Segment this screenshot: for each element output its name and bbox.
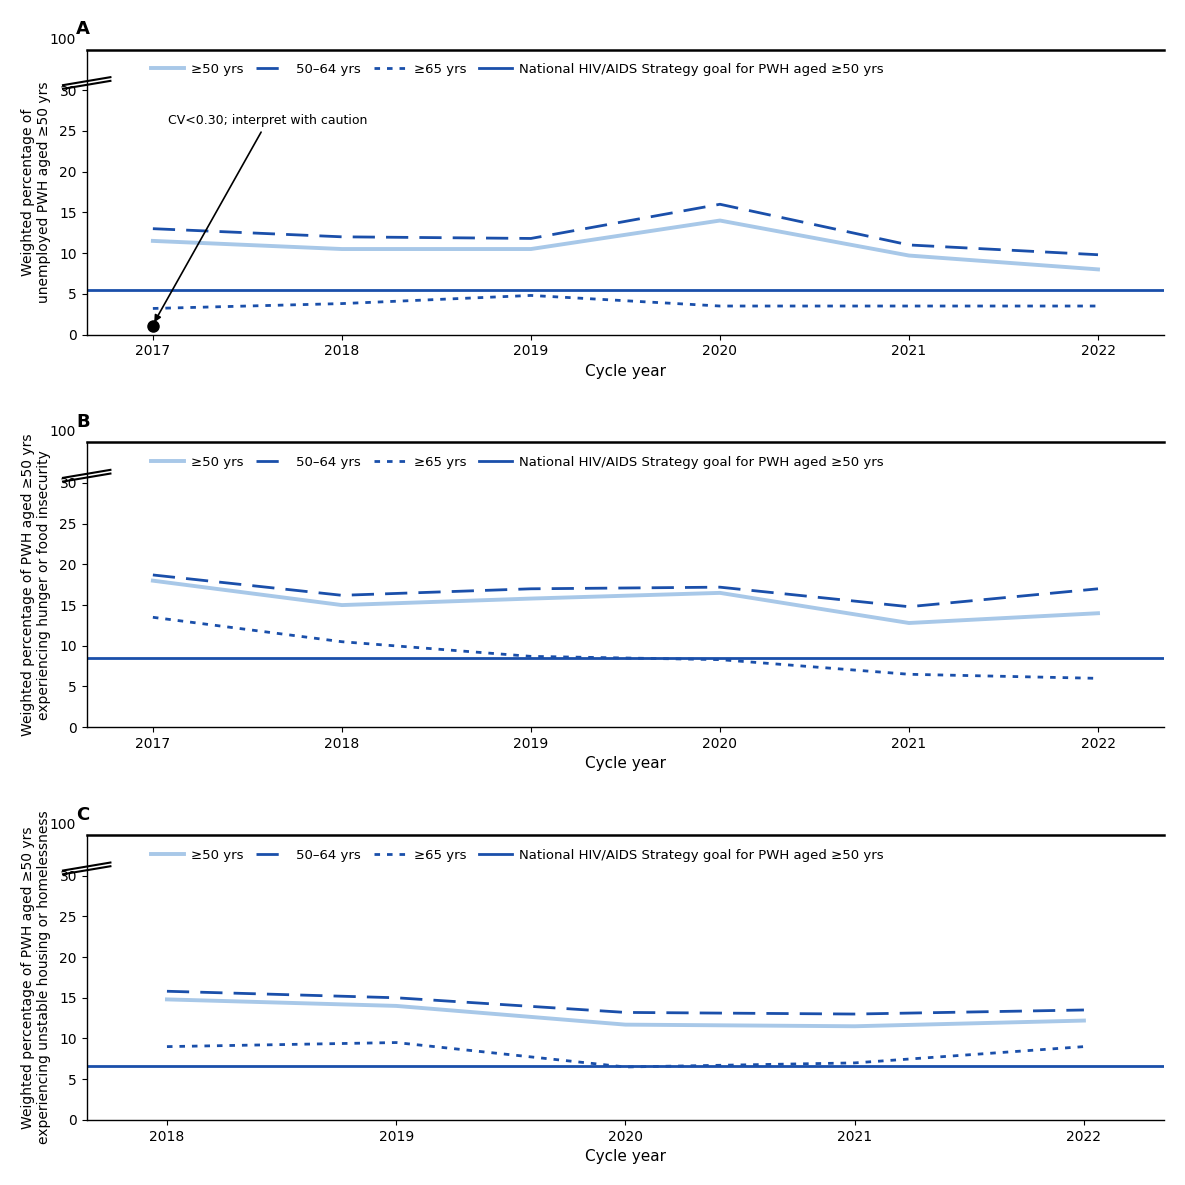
Legend: ≥50 yrs, 50–64 yrs, ≥65 yrs, National HIV/AIDS Strategy goal for PWH aged ≥50 yr: ≥50 yrs, 50–64 yrs, ≥65 yrs, National HI… — [147, 59, 888, 81]
Y-axis label: Weighted percentage of
unemployed PWH aged ≥50 yrs: Weighted percentage of unemployed PWH ag… — [21, 82, 51, 303]
Text: 100: 100 — [50, 425, 76, 440]
X-axis label: Cycle year: Cycle year — [585, 756, 666, 771]
Legend: ≥50 yrs, 50–64 yrs, ≥65 yrs, National HIV/AIDS Strategy goal for PWH aged ≥50 yr: ≥50 yrs, 50–64 yrs, ≥65 yrs, National HI… — [147, 451, 888, 473]
Y-axis label: Weighted percentage of PWH aged ≥50 yrs
experiencing unstable housing or homeles: Weighted percentage of PWH aged ≥50 yrs … — [21, 811, 51, 1145]
Text: B: B — [76, 412, 90, 431]
Legend: ≥50 yrs, 50–64 yrs, ≥65 yrs, National HIV/AIDS Strategy goal for PWH aged ≥50 yr: ≥50 yrs, 50–64 yrs, ≥65 yrs, National HI… — [147, 845, 888, 866]
Text: C: C — [76, 806, 89, 824]
Text: 100: 100 — [50, 818, 76, 832]
Text: CV<0.30; interpret with caution: CV<0.30; interpret with caution — [155, 114, 367, 321]
Text: A: A — [76, 20, 90, 38]
X-axis label: Cycle year: Cycle year — [585, 364, 666, 379]
Y-axis label: Weighted percentage of PWH aged ≥50 yrs
experiencing hunger or food insecurity: Weighted percentage of PWH aged ≥50 yrs … — [21, 434, 51, 736]
X-axis label: Cycle year: Cycle year — [585, 1149, 666, 1164]
Text: 100: 100 — [50, 33, 76, 46]
